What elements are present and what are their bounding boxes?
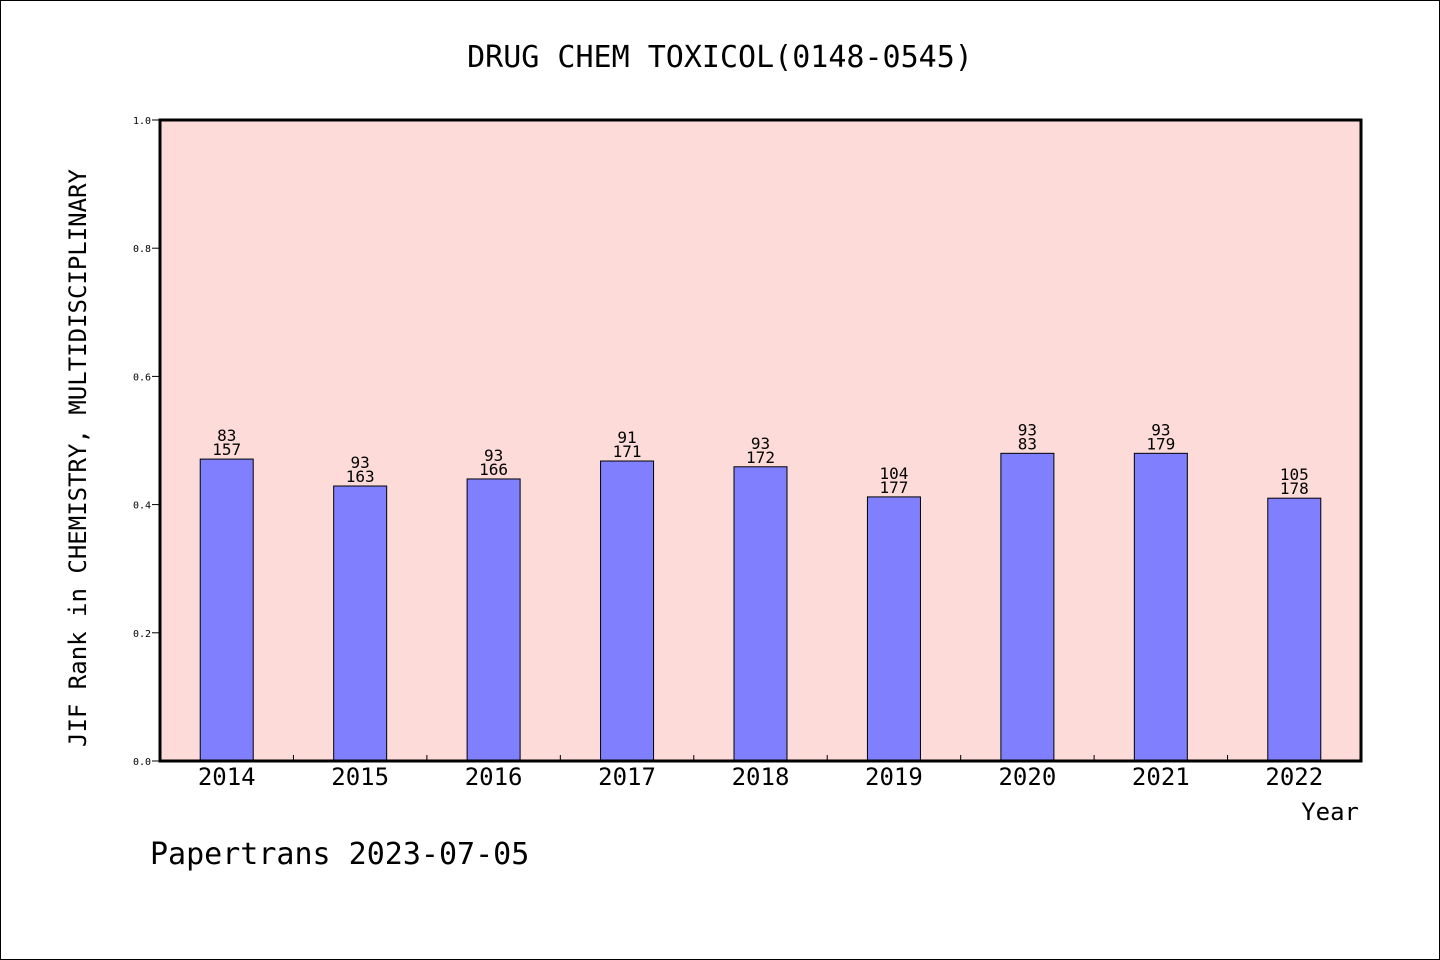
x-tick-label: 2017 — [598, 763, 656, 791]
bar-total-label: 177 — [879, 478, 908, 497]
x-tick-label: 2021 — [1132, 763, 1190, 791]
bar-total-label: 166 — [479, 460, 508, 479]
bar-total-label: 83 — [1018, 434, 1037, 453]
y-tick-label: 0.0 — [133, 757, 151, 768]
x-axis-title: Year — [1301, 798, 1359, 826]
bar-total-label: 179 — [1146, 434, 1175, 453]
bar-2015 — [333, 485, 388, 762]
bar-2021 — [1133, 452, 1188, 762]
bar-total-label: 178 — [1280, 479, 1309, 498]
bar-2020 — [1000, 452, 1055, 762]
bar-2019 — [866, 496, 921, 762]
bar-rank-label: 93 — [484, 446, 503, 465]
x-tick-label: 2018 — [732, 763, 790, 791]
chart-title: DRUG CHEM TOXICOL(0148-0545) — [467, 40, 973, 75]
x-tick-label: 2014 — [198, 763, 256, 791]
y-tick-label: 0.8 — [133, 244, 151, 255]
x-tick-label: 2015 — [331, 763, 389, 791]
bar-total-label: 157 — [212, 440, 241, 459]
bar-total-label: 171 — [613, 442, 642, 461]
y-tick-label: 0.4 — [133, 501, 151, 512]
bar-total-label: 172 — [746, 448, 775, 467]
bar-2018 — [733, 466, 788, 762]
x-tick-label: 2016 — [465, 763, 523, 791]
bar-rank-label: 104 — [879, 464, 908, 483]
bar-rank-label: 83 — [217, 426, 236, 445]
bar-rank-label: 93 — [1151, 420, 1170, 439]
bar-rank-label: 93 — [351, 453, 370, 472]
bar-rank-label: 91 — [617, 428, 636, 447]
y-tick-label: 0.6 — [133, 372, 151, 383]
bar-2022 — [1267, 497, 1322, 762]
x-tick-label: 2020 — [998, 763, 1056, 791]
bar-rank-label: 93 — [1018, 420, 1037, 439]
x-tick-label: 2019 — [865, 763, 923, 791]
bar-rank-label: 105 — [1280, 465, 1309, 484]
bar-total-label: 163 — [346, 467, 375, 486]
y-axis: 0.0 0.2 0.4 0.6 0.8 1.0 — [133, 116, 160, 768]
y-tick-label: 1.0 — [133, 116, 151, 127]
bar-series — [199, 452, 1322, 762]
bar-2016 — [466, 478, 521, 762]
footer-credit: Papertrans 2023-07-05 — [150, 837, 529, 872]
x-axis: 2014 2015 2016 2017 2018 2019 2020 2021 2022 — [198, 755, 1323, 791]
bar-rank-label: 93 — [751, 434, 770, 453]
x-tick-label: 2022 — [1265, 763, 1323, 791]
bar-2017 — [600, 460, 655, 762]
bar-2014 — [199, 458, 254, 762]
y-axis-title: JIF Rank in CHEMISTRY, MULTIDISCIPLINARY — [64, 168, 92, 747]
y-tick-label: 0.2 — [133, 629, 151, 640]
plot-border — [158, 118, 1363, 763]
